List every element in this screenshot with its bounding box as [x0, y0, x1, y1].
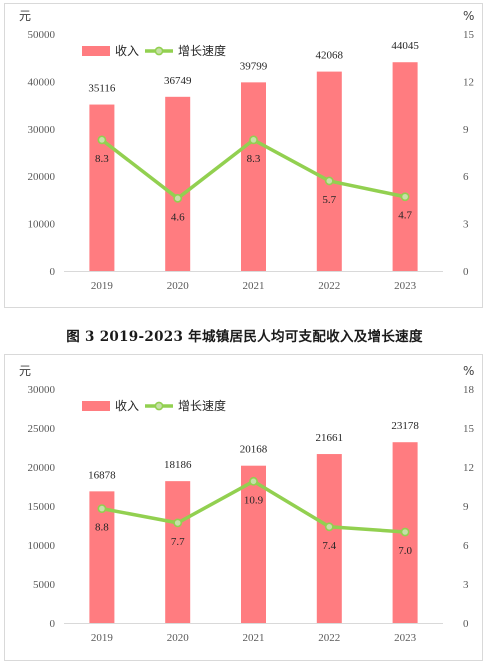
y2-tick-label: 6: [463, 171, 469, 183]
y-tick-label: 5000: [33, 579, 56, 591]
income-value-label: 20168: [240, 444, 268, 456]
y-tick-label: 20000: [28, 462, 56, 474]
income-value-label: 23178: [391, 420, 419, 432]
growth-rate-marker: [249, 476, 258, 486]
growth-rate-label: 8.3: [95, 153, 109, 165]
y2-tick-label: 3: [463, 219, 469, 231]
y2-tick-label: 3: [463, 579, 469, 591]
income-bar: [392, 62, 418, 271]
y2-tick-label: 15: [463, 29, 475, 41]
legend-line-marker: [154, 46, 164, 56]
y2-tick-label: 12: [463, 76, 474, 88]
income-value-label: 16878: [88, 469, 116, 481]
y-tick-label: 10000: [28, 219, 56, 231]
income-bar: [165, 481, 191, 623]
legend-bar-swatch: [82, 401, 110, 411]
growth-rate-marker: [249, 135, 258, 145]
legend-bar-swatch: [82, 46, 110, 56]
income-value-label: 21661: [316, 432, 344, 444]
income-bar: [89, 104, 115, 271]
urban-income-chart: 元 % 0 10000 20000 30000 40000 50000 0 3 6 9 12 15 3511…: [19, 9, 475, 292]
left-unit-label: 元: [19, 364, 31, 378]
category-label: 2022: [318, 280, 340, 292]
growth-rate-label: 8.3: [247, 153, 261, 165]
y-tick-label: 0: [50, 618, 56, 630]
income-value-label: 36749: [164, 75, 192, 87]
growth-rate-label: 7.4: [322, 540, 336, 552]
category-label: 2021: [243, 280, 265, 292]
y2-tick-label: 6: [463, 540, 469, 552]
figure-caption: 图 3 2019-2023 年城镇居民人均可支配收入及增长速度: [66, 329, 423, 345]
category-label: 2019: [91, 632, 114, 644]
growth-rate-label: 8.8: [95, 522, 109, 534]
income-bar: [241, 82, 266, 271]
chart-panel-rural: 元% 0 5000 10000 15000 20000 25000 30000 0 3 6 9 12 15…: [4, 354, 483, 661]
y2-tick-label: 9: [463, 501, 469, 513]
growth-rate-label: 7.7: [171, 536, 185, 548]
income-bar: [241, 465, 266, 623]
y2-tick-label: 18: [463, 384, 475, 396]
category-label: 2023: [394, 280, 417, 292]
legend-line-marker: [154, 401, 164, 411]
category-label: 2023: [394, 632, 417, 644]
growth-rate-marker: [97, 135, 107, 145]
income-bar: [316, 71, 342, 271]
growth-rate-marker: [400, 192, 410, 202]
rural-income-chart: 元 % 0 5000 10000 15000 20000 25000 30000 0 3 6 9 12 15…: [19, 364, 475, 644]
growth-rate-marker: [97, 504, 107, 513]
legend-bar-label: 收入: [115, 44, 139, 58]
category-label: 2020: [167, 280, 190, 292]
growth-rate-marker: [324, 176, 334, 186]
growth-rate-label: 7.0: [398, 545, 412, 557]
growth-rate-label: 5.7: [322, 194, 336, 206]
income-value-label: 42068: [316, 50, 344, 62]
income-bar: [89, 491, 115, 623]
right-unit-label: %: [463, 9, 474, 23]
y2-tick-label: 9: [463, 124, 469, 136]
growth-rate-label: 4.6: [171, 211, 185, 223]
income-bar: [165, 96, 191, 271]
y-tick-label: 30000: [28, 384, 56, 396]
y2-tick-label: 15: [463, 423, 475, 435]
income-value-label: 44045: [391, 40, 419, 52]
y-tick-label: 20000: [28, 171, 56, 183]
growth-rate-marker: [400, 527, 410, 537]
y2-tick-label: 12: [463, 462, 474, 474]
y-tick-label: 0: [50, 266, 56, 278]
chart-panel-urban: 元% 0 10000 20000 30000 40000 50000 0 3 6 9 12 15 3511…: [4, 3, 483, 308]
category-label: 2022: [318, 632, 340, 644]
growth-rate-label: 10.9: [244, 494, 264, 506]
y-tick-label: 30000: [28, 124, 56, 136]
income-value-label: 18186: [164, 459, 192, 471]
y-tick-label: 40000: [28, 76, 56, 88]
legend-line-label: 增长速度: [178, 43, 226, 58]
y2-tick-label: 0: [463, 618, 469, 630]
y-tick-label: 10000: [28, 540, 56, 552]
category-label: 2019: [91, 280, 114, 292]
growth-rate-marker: [324, 522, 334, 532]
growth-rate-marker: [173, 193, 183, 203]
right-unit-label: %: [463, 364, 474, 378]
y-tick-label: 50000: [28, 29, 56, 41]
income-bar: [316, 454, 342, 623]
category-label: 2020: [167, 632, 190, 644]
legend-bar-label: 收入: [115, 399, 139, 413]
y2-tick-label: 0: [463, 266, 469, 278]
category-label: 2021: [243, 632, 265, 644]
left-unit-label: 元: [19, 9, 31, 23]
growth-rate-marker: [173, 518, 183, 528]
legend-line-label: 增长速度: [178, 398, 226, 413]
growth-rate-label: 4.7: [398, 210, 412, 222]
income-value-label: 35116: [88, 83, 116, 95]
y-tick-label: 25000: [28, 423, 56, 435]
y-tick-label: 15000: [28, 501, 56, 513]
income-value-label: 39799: [240, 60, 268, 72]
